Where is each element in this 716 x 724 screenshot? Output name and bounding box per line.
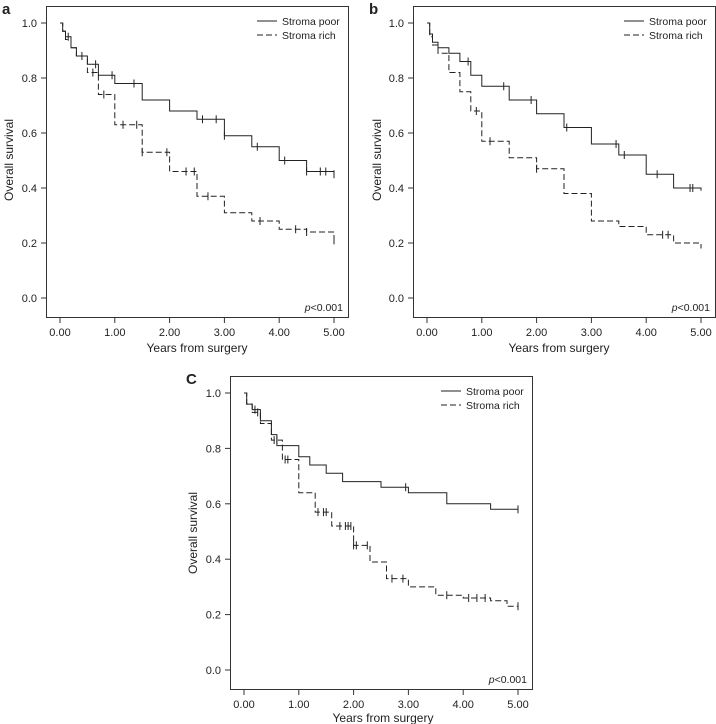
x-axis-label: Years from surgery [147, 341, 248, 355]
series-line-stroma-poor [427, 22, 702, 191]
legend-label: Stroma poor [649, 16, 707, 28]
y-tick-label: 1.0 [206, 388, 221, 400]
x-axis-label: Years from surgery [509, 341, 610, 355]
y-axis-label: Overall survival [370, 119, 384, 201]
y-tick-label: 0.0 [206, 665, 221, 677]
x-tick-label: 3.00 [398, 699, 419, 711]
x-tick-label: 0.00 [49, 327, 70, 339]
x-axis-label: Years from surgery [333, 711, 434, 724]
x-tick-label: 0.00 [416, 327, 437, 339]
y-tick-label: 0.2 [206, 610, 221, 622]
y-tick-label: 0.4 [22, 183, 37, 195]
x-tick-label: 4.00 [452, 699, 473, 711]
x-tick-label: 2.00 [526, 327, 547, 339]
series-line-stroma-rich [427, 22, 702, 249]
legend-label: Stroma poor [466, 386, 524, 398]
x-tick-label: 5.00 [507, 699, 528, 711]
x-tick-label: 4.00 [635, 327, 656, 339]
legend-label: Stroma poor [282, 16, 340, 28]
panel-letter: C [186, 371, 197, 388]
y-tick-label: 0.2 [22, 238, 37, 250]
y-tick-label: 1.0 [389, 18, 404, 30]
x-tick-label: 5.00 [323, 327, 344, 339]
y-tick-label: 0.8 [22, 73, 37, 85]
plot-frame [46, 6, 349, 318]
p-value-annotation: p<0.001 [488, 674, 527, 686]
legend-label: Stroma rich [282, 30, 336, 42]
x-tick-label: 3.00 [214, 327, 235, 339]
p-value-annotation: p<0.001 [671, 302, 710, 314]
y-tick-label: 0.8 [206, 443, 221, 455]
y-tick-label: 0.0 [22, 293, 37, 305]
p-value-symbol: p [304, 302, 311, 314]
series-line-stroma-rich [244, 392, 518, 607]
chart-panel-C: C 0.0 0.2 0.4 0.6 0.8 1.0 0.00 1.00 2.00 3.00 4.00 5… [186, 371, 533, 724]
p-value-text: <0.001 [678, 302, 711, 314]
x-tick-label: 5.00 [690, 327, 711, 339]
series-line-stroma-poor [244, 392, 518, 510]
y-tick-label: 0.6 [389, 128, 404, 140]
panel-letter: a [2, 1, 11, 18]
y-axis-label: Overall survival [186, 492, 200, 574]
y-tick-label: 0.6 [206, 499, 221, 511]
y-tick-label: 1.0 [22, 18, 37, 30]
x-tick-label: 0.00 [233, 699, 254, 711]
y-tick-label: 0.6 [22, 128, 37, 140]
x-tick-label: 1.00 [288, 699, 309, 711]
p-value-annotation: p<0.001 [304, 302, 343, 314]
p-value-text: <0.001 [495, 674, 528, 686]
panel-letter: b [369, 1, 378, 18]
legend-label: Stroma rich [466, 400, 520, 412]
series-line-stroma-rich [60, 22, 335, 241]
x-tick-label: 1.00 [471, 327, 492, 339]
p-value-symbol: p [671, 302, 678, 314]
plot-frame [230, 376, 533, 690]
y-tick-label: 0.8 [389, 73, 404, 85]
legend-label: Stroma rich [649, 30, 703, 42]
x-tick-label: 3.00 [581, 327, 602, 339]
chart-panel-b: b 0.0 0.2 0.4 0.6 0.8 1.0 0.00 1.00 2.00 3.00 4.00 5… [369, 1, 716, 355]
x-tick-label: 2.00 [343, 699, 364, 711]
x-tick-label: 2.00 [159, 327, 180, 339]
y-axis-label: Overall survival [2, 119, 16, 201]
y-tick-label: 0.4 [389, 183, 404, 195]
chart-panel-a: a 0.0 0.2 0.4 0.6 0.8 1.0 0.00 1.00 2.00 3.00 4.00 5… [2, 1, 349, 355]
series-line-stroma-poor [60, 22, 335, 175]
y-tick-label: 0.4 [206, 554, 221, 566]
y-tick-label: 0.2 [389, 238, 404, 250]
x-tick-label: 4.00 [268, 327, 289, 339]
x-tick-label: 1.00 [104, 327, 125, 339]
p-value-text: <0.001 [311, 302, 344, 314]
y-tick-label: 0.0 [389, 293, 404, 305]
p-value-symbol: p [488, 674, 495, 686]
